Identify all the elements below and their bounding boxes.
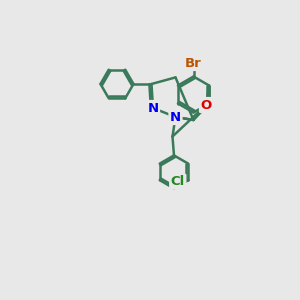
Text: O: O xyxy=(200,98,212,112)
Text: N: N xyxy=(170,110,181,124)
Text: Cl: Cl xyxy=(171,175,185,188)
Text: N: N xyxy=(147,101,159,115)
Text: Br: Br xyxy=(185,56,202,70)
